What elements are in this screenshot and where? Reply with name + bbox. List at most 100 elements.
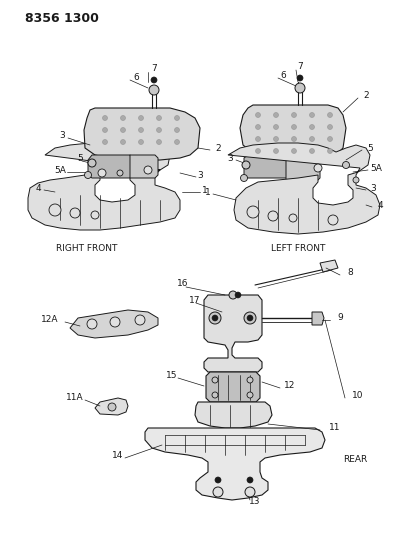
Text: 8: 8: [346, 268, 352, 277]
Circle shape: [174, 140, 179, 144]
Circle shape: [273, 112, 278, 117]
Circle shape: [246, 377, 252, 383]
Circle shape: [255, 136, 260, 141]
Polygon shape: [311, 312, 323, 325]
Circle shape: [342, 161, 348, 168]
Circle shape: [246, 392, 252, 398]
Circle shape: [291, 149, 296, 154]
Polygon shape: [243, 155, 290, 178]
Text: 5: 5: [366, 143, 372, 152]
Circle shape: [102, 116, 107, 120]
Circle shape: [84, 172, 91, 179]
Text: 16: 16: [177, 279, 188, 287]
Text: 1: 1: [204, 188, 210, 197]
Text: 1: 1: [202, 185, 207, 195]
Text: 3: 3: [197, 171, 202, 180]
Text: 2: 2: [362, 91, 368, 100]
Circle shape: [309, 136, 314, 141]
Circle shape: [214, 477, 220, 483]
Circle shape: [91, 211, 99, 219]
Polygon shape: [70, 310, 157, 338]
Text: LEFT FRONT: LEFT FRONT: [270, 244, 324, 253]
Polygon shape: [205, 372, 259, 402]
Circle shape: [120, 140, 125, 144]
Circle shape: [144, 166, 152, 174]
Circle shape: [135, 315, 145, 325]
Circle shape: [120, 116, 125, 120]
Circle shape: [234, 292, 240, 298]
Circle shape: [138, 140, 143, 144]
Polygon shape: [28, 143, 180, 230]
Circle shape: [211, 392, 218, 398]
Text: 13: 13: [249, 497, 260, 506]
Circle shape: [108, 403, 116, 411]
Text: 17: 17: [189, 295, 200, 304]
Circle shape: [246, 206, 258, 218]
Polygon shape: [130, 155, 157, 178]
Polygon shape: [195, 402, 271, 428]
Text: 7: 7: [151, 63, 157, 72]
Polygon shape: [239, 105, 345, 160]
Circle shape: [327, 136, 332, 141]
Circle shape: [267, 211, 277, 221]
Text: 9: 9: [336, 313, 342, 322]
Circle shape: [309, 149, 314, 154]
Circle shape: [352, 177, 358, 183]
Circle shape: [246, 477, 252, 483]
Text: 12A: 12A: [41, 316, 58, 325]
Circle shape: [110, 317, 120, 327]
Polygon shape: [285, 155, 319, 180]
Text: 14: 14: [112, 450, 124, 459]
Text: 6: 6: [133, 72, 139, 82]
Circle shape: [327, 125, 332, 130]
Circle shape: [117, 170, 123, 176]
Circle shape: [294, 83, 304, 93]
Text: 12: 12: [283, 381, 295, 390]
Circle shape: [209, 312, 220, 324]
Circle shape: [138, 116, 143, 120]
Text: 11: 11: [328, 424, 340, 432]
Circle shape: [102, 127, 107, 133]
Text: 11A: 11A: [66, 393, 83, 402]
Circle shape: [151, 77, 157, 83]
Circle shape: [273, 136, 278, 141]
Circle shape: [98, 169, 106, 177]
Circle shape: [245, 487, 254, 497]
Circle shape: [327, 112, 332, 117]
Circle shape: [313, 164, 321, 172]
Text: 15: 15: [166, 370, 178, 379]
Circle shape: [70, 208, 80, 218]
Circle shape: [213, 487, 222, 497]
Text: 3: 3: [59, 131, 65, 140]
Circle shape: [291, 136, 296, 141]
Circle shape: [211, 377, 218, 383]
Circle shape: [255, 112, 260, 117]
Polygon shape: [95, 398, 128, 415]
Circle shape: [327, 149, 332, 154]
Polygon shape: [88, 155, 132, 178]
Circle shape: [273, 149, 278, 154]
Circle shape: [291, 112, 296, 117]
Polygon shape: [227, 143, 379, 234]
Circle shape: [291, 125, 296, 130]
Circle shape: [156, 116, 161, 120]
Text: 3: 3: [369, 183, 375, 192]
Circle shape: [243, 312, 255, 324]
Circle shape: [309, 112, 314, 117]
Circle shape: [174, 127, 179, 133]
Circle shape: [49, 204, 61, 216]
Text: 3: 3: [227, 154, 232, 163]
Text: 4: 4: [376, 200, 382, 209]
Text: 2: 2: [215, 143, 220, 152]
Circle shape: [241, 161, 249, 169]
Circle shape: [327, 215, 337, 225]
Circle shape: [148, 85, 159, 95]
Circle shape: [87, 319, 97, 329]
Circle shape: [88, 159, 96, 167]
Circle shape: [138, 127, 143, 133]
Polygon shape: [204, 295, 261, 372]
Circle shape: [273, 125, 278, 130]
Polygon shape: [145, 428, 324, 500]
Text: 10: 10: [351, 391, 363, 400]
Text: RIGHT FRONT: RIGHT FRONT: [56, 244, 117, 253]
